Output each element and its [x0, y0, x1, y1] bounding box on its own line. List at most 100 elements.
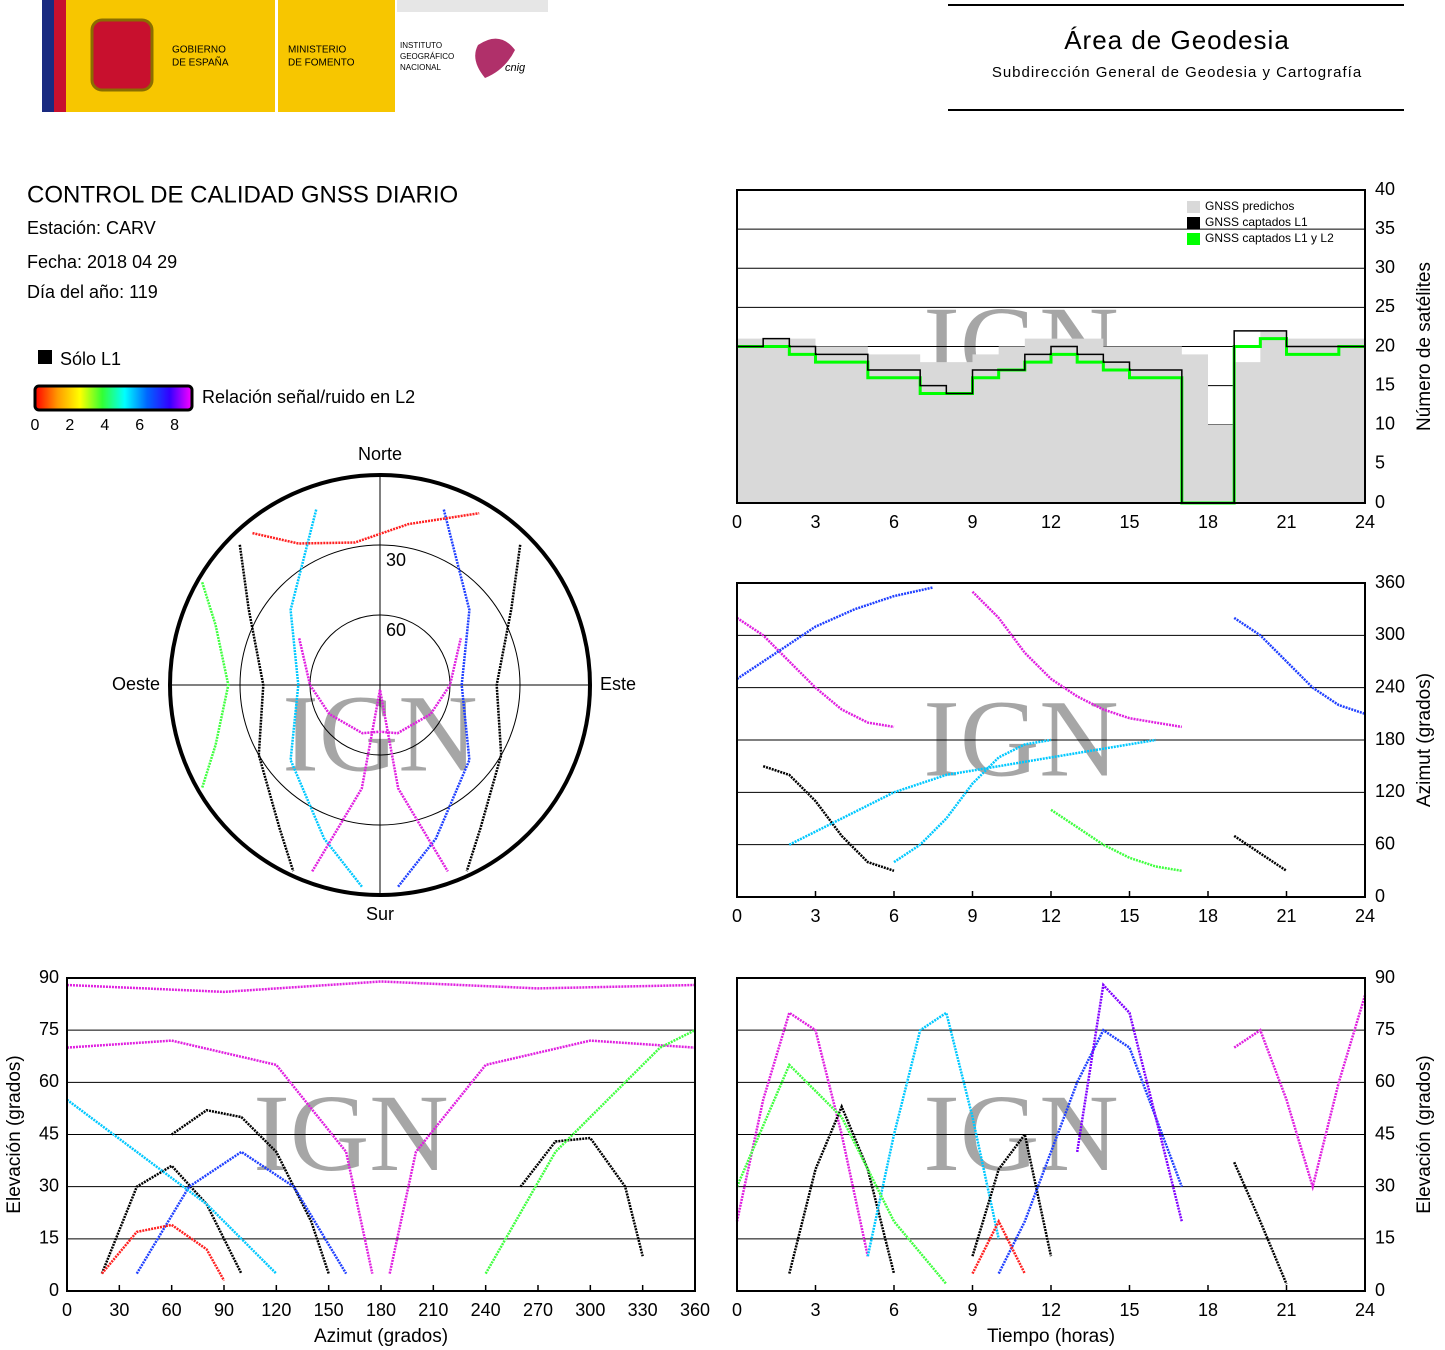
- y-tick-label: 300: [1375, 624, 1405, 644]
- direction-label: Oeste: [112, 674, 160, 694]
- x-tick-label: 18: [1198, 906, 1218, 926]
- track: [100, 1223, 226, 1282]
- x-axis-label: Azimut (grados): [314, 1326, 448, 1347]
- track: [519, 1136, 644, 1257]
- plot-frame: [736, 189, 1366, 504]
- watermark: IGN: [923, 677, 1119, 799]
- y-tick-label: 90: [39, 967, 59, 987]
- y-tick-label: 60: [39, 1071, 59, 1091]
- track: [66, 1039, 374, 1274]
- x-tick-label: 21: [1276, 512, 1296, 532]
- y-tick-label: 40: [1375, 179, 1395, 199]
- watermark: IGN: [923, 1072, 1119, 1194]
- track: [735, 1062, 948, 1285]
- plot-frame: [736, 582, 1366, 898]
- x-tick-label: 240: [471, 1300, 501, 1320]
- x-tick-label: 15: [1119, 1300, 1139, 1320]
- logo-text: NACIONAL: [400, 63, 441, 72]
- track: [201, 581, 230, 789]
- header-subtitle: Subdirección General de Geodesia y Carto…: [992, 64, 1362, 81]
- colorbar-tick-label: 2: [65, 417, 74, 434]
- day-of-year: Día del año: 119: [27, 282, 158, 302]
- x-tick-label: 18: [1198, 1300, 1218, 1320]
- track: [736, 586, 934, 680]
- track: [997, 1028, 1183, 1275]
- track: [238, 544, 295, 872]
- x-tick-label: 3: [810, 1300, 820, 1320]
- track: [388, 1039, 696, 1274]
- area: [737, 330, 1365, 503]
- direction-label: Este: [600, 674, 636, 694]
- x-tick-label: 18: [1198, 512, 1218, 532]
- y-tick-label: 0: [1375, 492, 1385, 512]
- logo-stripe: [54, 0, 66, 112]
- elevation-label: 60: [386, 620, 406, 640]
- logo-text: MINISTERIO: [288, 45, 347, 56]
- x-tick-label: 12: [1041, 906, 1061, 926]
- legend-swatch: [38, 350, 52, 364]
- track: [866, 1010, 1000, 1257]
- y-tick-label: 30: [1375, 257, 1395, 277]
- y-tick-label: 15: [1375, 1228, 1395, 1248]
- y-tick-label: 120: [1375, 781, 1405, 801]
- x-tick-label: 0: [732, 512, 742, 532]
- track: [1233, 995, 1367, 1192]
- y-tick-label: 10: [1375, 414, 1395, 434]
- x-tick-label: 6: [889, 512, 899, 532]
- track: [1233, 616, 1366, 715]
- legend-swatch: [1187, 201, 1200, 213]
- y-tick-label: 5: [1375, 453, 1385, 473]
- x-tick-label: 12: [1041, 1300, 1061, 1320]
- header-title: Área de Geodesia: [1064, 25, 1290, 55]
- track: [465, 544, 522, 872]
- track: [484, 1029, 696, 1275]
- track: [971, 590, 1183, 729]
- legend-label: GNSS captados L1: [1205, 215, 1308, 229]
- track: [66, 1098, 278, 1275]
- logo-text: DE ESPAÑA: [172, 56, 229, 69]
- logo-bar: [397, 0, 548, 12]
- colorbar-tick-label: 4: [100, 417, 109, 434]
- elevation-label: 30: [386, 550, 406, 570]
- direction-label: Sur: [366, 904, 394, 924]
- x-tick-label: 360: [680, 1300, 710, 1320]
- station: Estación: CARV: [27, 218, 156, 238]
- legend-swatch: [1187, 233, 1200, 245]
- x-tick-label: 330: [628, 1300, 658, 1320]
- x-tick-label: 90: [214, 1300, 234, 1320]
- y-axis-label: Número de satélites: [1414, 262, 1435, 431]
- track: [893, 738, 1052, 864]
- date: Fecha: 2018 04 29: [27, 252, 177, 272]
- legend-label: GNSS captados L1 y L2: [1205, 231, 1334, 245]
- y-tick-label: 240: [1375, 676, 1405, 696]
- track: [735, 1010, 870, 1257]
- track: [252, 511, 480, 545]
- x-tick-label: 0: [732, 906, 742, 926]
- report-title: CONTROL DE CALIDAD GNSS DIARIO: [27, 181, 458, 208]
- logo-text: GOBIERNO: [172, 45, 226, 56]
- x-tick-label: 21: [1276, 906, 1296, 926]
- plot-frame: [736, 977, 1366, 1292]
- x-tick-label: 9: [967, 1300, 977, 1320]
- legend-label: Sólo L1: [60, 349, 121, 369]
- x-tick-label: 270: [523, 1300, 553, 1320]
- y-tick-label: 75: [1375, 1019, 1395, 1039]
- track: [396, 509, 471, 888]
- y-tick-label: 60: [1375, 1071, 1395, 1091]
- x-tick-label: 9: [967, 512, 977, 532]
- sky-frame: [168, 473, 592, 897]
- colorbar-tick-label: 0: [31, 417, 40, 434]
- ign-logo: [475, 38, 515, 78]
- colorbar: [33, 384, 194, 412]
- x-tick-label: 0: [62, 1300, 72, 1320]
- logo-text: cnig: [505, 62, 526, 74]
- x-tick-label: 15: [1119, 512, 1139, 532]
- x-tick-label: 210: [418, 1300, 448, 1320]
- step-line: [737, 330, 1365, 504]
- chart: 0 15 30 45 60 75 90 0 3 6 9 12 15 18 21 24 IGN Elevación …: [732, 967, 1435, 1347]
- y-tick-label: 45: [39, 1123, 59, 1143]
